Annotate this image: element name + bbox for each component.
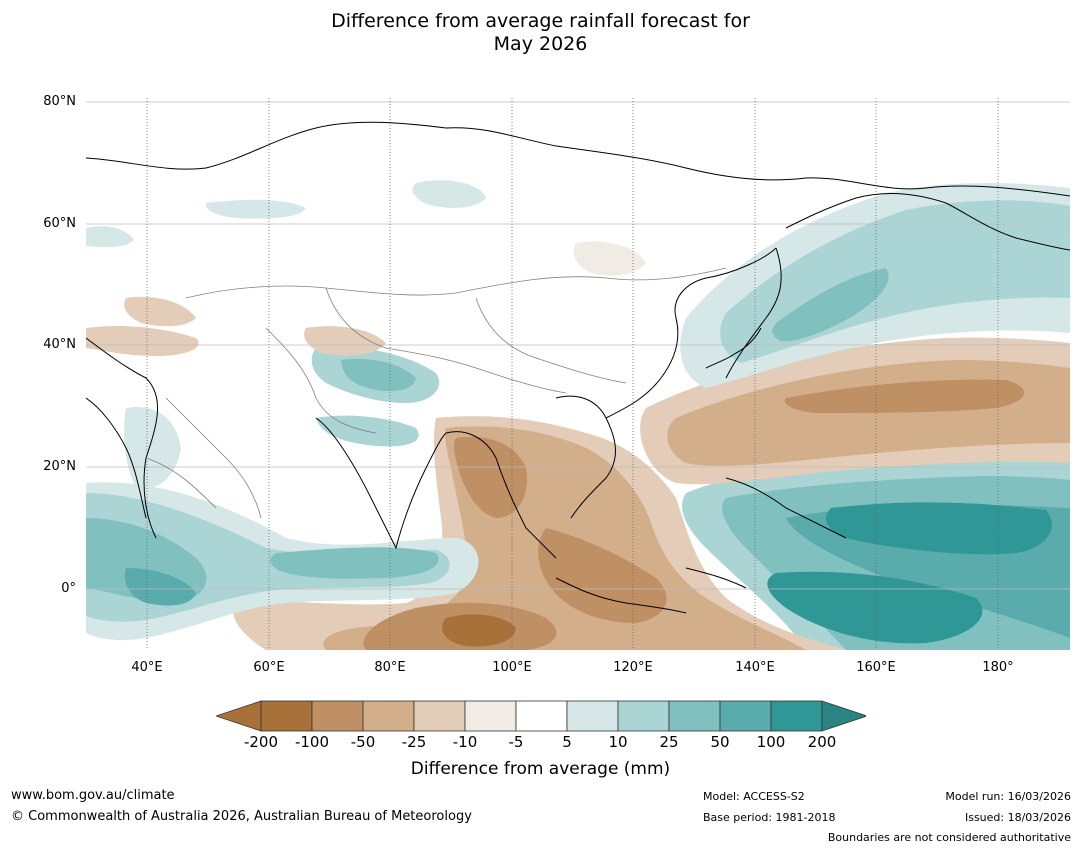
colorbar-extend-high bbox=[821, 700, 866, 732]
colorbar-extend-low bbox=[216, 700, 262, 732]
rainfall-map bbox=[86, 98, 1070, 650]
coastlines bbox=[86, 121, 1070, 614]
lon-label-80e: 80°E bbox=[374, 660, 406, 675]
colorbar-cell bbox=[311, 700, 364, 732]
meridians bbox=[146, 98, 999, 650]
base-period-text: Base period: 1981-2018 bbox=[703, 811, 836, 824]
title-line-1: Difference from average rainfall forecas… bbox=[331, 10, 750, 32]
colorbar-cell bbox=[566, 700, 619, 732]
website-link[interactable]: www.bom.gov.au/climate bbox=[11, 788, 175, 803]
anomaly-fields bbox=[86, 180, 1070, 650]
colorbar bbox=[216, 700, 866, 732]
colorbar-cell bbox=[668, 700, 721, 732]
colorbar-tick-label: -5 bbox=[508, 733, 524, 751]
colorbar-cell bbox=[719, 700, 772, 732]
model-text: Model: ACCESS-S2 bbox=[703, 790, 805, 803]
lon-label-60e: 60°E bbox=[253, 660, 285, 675]
lon-label-40e: 40°E bbox=[131, 660, 163, 675]
colorbar-title: Difference from average (mm) bbox=[410, 759, 671, 779]
issued-text: Issued: 18/03/2026 bbox=[964, 811, 1071, 824]
lat-label-60n: 60°N bbox=[43, 216, 76, 231]
colorbar-tick-label: 100 bbox=[756, 733, 786, 751]
colorbar-cells bbox=[216, 700, 866, 732]
lat-label-20n: 20°N bbox=[43, 459, 76, 474]
country-borders bbox=[145, 267, 727, 519]
chart-title: Difference from average rainfall forecas… bbox=[0, 10, 1081, 56]
colorbar-cell bbox=[413, 700, 466, 732]
colorbar-tick-label: 10 bbox=[608, 733, 628, 751]
colorbar-cell bbox=[770, 700, 823, 732]
colorbar-tick-label: -10 bbox=[452, 733, 478, 751]
lat-label-80n: 80°N bbox=[43, 94, 76, 109]
colorbar-tick-label: 5 bbox=[562, 733, 572, 751]
lon-label-160e: 160°E bbox=[856, 660, 896, 675]
colorbar-cell bbox=[362, 700, 415, 732]
colorbar-tick-label: 50 bbox=[710, 733, 730, 751]
disclaimer-text: Boundaries are not considered authoritat… bbox=[827, 831, 1071, 844]
lon-label-140e: 140°E bbox=[735, 660, 775, 675]
colorbar-tick-label: -100 bbox=[294, 733, 330, 751]
colorbar-tick-label: 25 bbox=[659, 733, 679, 751]
colorbar-tick-label: -25 bbox=[401, 733, 427, 751]
colorbar-tick-label: -200 bbox=[243, 733, 279, 751]
model-run-text: Model run: 16/03/2026 bbox=[945, 790, 1071, 803]
colorbar-cell bbox=[464, 700, 517, 732]
lat-label-equator: 0° bbox=[61, 581, 76, 596]
title-line-2: May 2026 bbox=[493, 33, 588, 55]
colorbar-tick-label: 200 bbox=[807, 733, 837, 751]
colorbar-cell bbox=[617, 700, 670, 732]
map-svg bbox=[86, 98, 1070, 650]
lon-label-180: 180° bbox=[982, 660, 1014, 675]
colorbar-cell bbox=[260, 700, 313, 732]
lat-label-40n: 40°N bbox=[43, 337, 76, 352]
colorbar-cell bbox=[515, 700, 568, 732]
copyright-text: © Commonwealth of Australia 2026, Austra… bbox=[11, 809, 472, 824]
lon-label-100e: 100°E bbox=[492, 660, 532, 675]
colorbar-tick-label: -50 bbox=[350, 733, 376, 751]
lon-label-120e: 120°E bbox=[613, 660, 653, 675]
